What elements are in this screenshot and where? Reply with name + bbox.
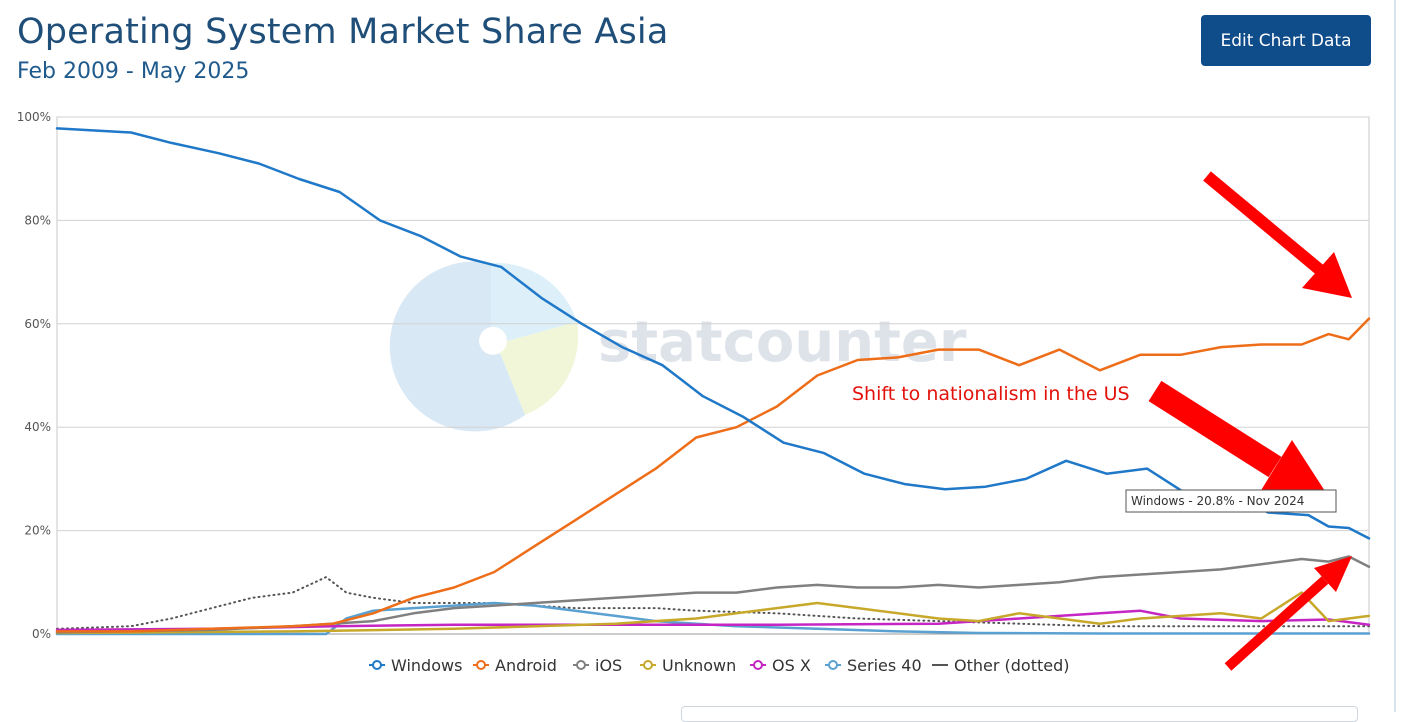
legend-item-ios[interactable]: iOS xyxy=(573,656,622,675)
legend-item-windows[interactable]: Windows xyxy=(369,656,462,675)
watermark-logo-mark xyxy=(491,262,577,341)
y-tick-label: 20% xyxy=(24,524,51,538)
chart-subtitle: Feb 2009 - May 2025 xyxy=(17,59,250,84)
red-arrow-bottom xyxy=(1224,556,1352,671)
legend-marker-dot xyxy=(828,660,838,670)
legend-label: Unknown xyxy=(662,656,736,675)
red-arrow-middle xyxy=(1148,380,1332,502)
y-tick-label: 60% xyxy=(24,317,51,331)
red-arrow-top xyxy=(1203,171,1352,298)
legend-marker-dot xyxy=(643,660,653,670)
series-line-osx xyxy=(55,609,1371,632)
series-line-android xyxy=(55,317,1371,633)
series-line-other xyxy=(56,576,1370,630)
legend-label: iOS xyxy=(595,656,622,675)
annotation-arrows xyxy=(1148,171,1352,671)
y-tick-label: 100% xyxy=(17,110,51,124)
legend-label: Other (dotted) xyxy=(954,656,1070,675)
bottom-panel xyxy=(681,706,1358,722)
chart-legend: Windows Android iOS Unknown OS X Series 40 Oth… xyxy=(369,656,1070,675)
y-tick-label: 0% xyxy=(32,627,51,641)
legend-item-other[interactable]: Other (dotted) xyxy=(932,656,1070,675)
watermark-logo-mark xyxy=(389,261,525,432)
legend-marker-dot xyxy=(576,660,586,670)
series-line-ios xyxy=(55,555,1371,634)
legend-marker-dot xyxy=(372,660,382,670)
chart-title: Operating System Market Share Asia xyxy=(17,12,669,52)
edit-chart-data-button[interactable]: Edit Chart Data xyxy=(1201,15,1371,66)
watermark-text: statcounter xyxy=(598,310,967,375)
plot-frame xyxy=(56,116,1370,635)
watermark-logo-mark xyxy=(500,322,579,415)
legend-item-series40[interactable]: Series 40 xyxy=(825,656,922,675)
page-divider xyxy=(1394,0,1396,712)
annotation-text: Shift to nationalism in the US xyxy=(852,383,1130,405)
chart-grid xyxy=(56,116,1370,635)
series-line-series40 xyxy=(55,601,1371,636)
plot-area xyxy=(55,127,1371,636)
legend-label: Series 40 xyxy=(847,656,922,675)
y-axis: 0% 20% 40% 60% 80% 100% xyxy=(17,110,51,641)
series-line-unknown xyxy=(55,591,1371,635)
y-tick-label: 40% xyxy=(24,420,51,434)
tooltip-text: Windows - 20.8% - Nov 2024 xyxy=(1131,494,1304,508)
legend-label: Android xyxy=(495,656,557,675)
legend-item-unknown[interactable]: Unknown xyxy=(640,656,736,675)
legend-marker-dot xyxy=(476,660,486,670)
legend-label: OS X xyxy=(772,656,811,675)
statcounter-watermark: statcounter xyxy=(389,261,967,432)
tooltip-box xyxy=(1125,489,1337,513)
y-tick-label: 80% xyxy=(24,213,51,227)
legend-label: Windows xyxy=(391,656,462,675)
legend-item-android[interactable]: Android xyxy=(473,656,557,675)
legend-marker-dot xyxy=(753,660,763,670)
data-tooltip: Windows - 20.8% - Nov 2024 xyxy=(1125,489,1337,513)
legend-item-osx[interactable]: OS X xyxy=(750,656,811,675)
